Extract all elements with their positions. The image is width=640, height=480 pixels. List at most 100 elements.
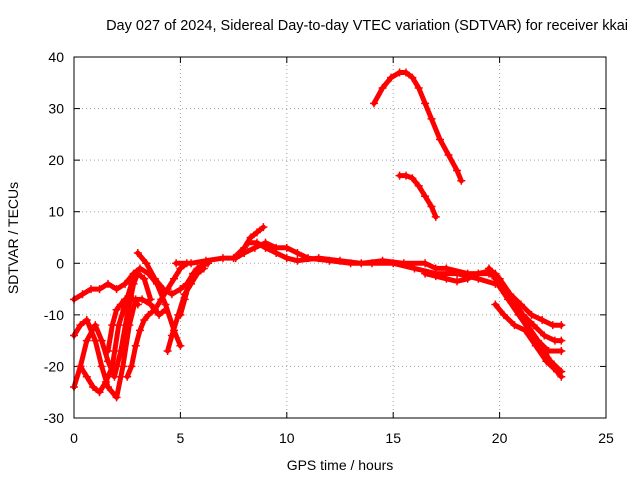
- y-tick-label: -20: [44, 358, 64, 374]
- data-point: [127, 362, 136, 371]
- data-point: [170, 274, 179, 283]
- x-tick-label: 5: [177, 430, 185, 446]
- series-arc-b: [70, 295, 170, 402]
- data-point: [378, 256, 387, 265]
- data-point: [110, 372, 119, 381]
- data-point: [427, 114, 436, 123]
- y-tick-label: 10: [48, 204, 64, 220]
- data-point: [135, 326, 144, 335]
- data-point: [408, 73, 417, 82]
- data-point: [414, 83, 423, 92]
- data-point: [378, 83, 387, 92]
- series-trace: [371, 70, 464, 184]
- x-tick-label: 15: [385, 430, 401, 446]
- data-point: [131, 341, 140, 350]
- series-trace: [492, 302, 564, 380]
- data-point: [453, 277, 462, 286]
- data-point: [118, 362, 127, 371]
- data-point: [442, 264, 451, 273]
- y-tick-label: 0: [56, 255, 64, 271]
- data-point: [97, 362, 106, 371]
- data-point: [189, 269, 198, 278]
- data-point: [427, 202, 436, 211]
- data-point: [155, 310, 164, 319]
- data-point: [421, 269, 430, 278]
- data-point: [116, 300, 125, 309]
- data-point: [91, 321, 100, 330]
- data-point: [499, 310, 508, 319]
- data-point: [127, 279, 136, 288]
- data-point: [176, 341, 185, 350]
- data-point: [140, 316, 149, 325]
- data-point: [112, 285, 121, 294]
- data-point: [142, 259, 151, 268]
- data-point: [108, 362, 117, 371]
- data-point: [457, 176, 466, 185]
- data-point: [527, 310, 536, 319]
- x-tick-label: 10: [279, 430, 295, 446]
- data-point: [253, 228, 262, 237]
- data-point: [108, 321, 117, 330]
- data-point: [431, 212, 440, 221]
- x-tick-label: 20: [492, 430, 508, 446]
- data-point: [401, 68, 410, 77]
- y-tick-label: -10: [44, 307, 64, 323]
- data-point: [133, 248, 142, 257]
- data-point: [150, 274, 159, 283]
- data-point: [487, 269, 496, 278]
- data-point: [444, 150, 453, 159]
- data-point: [293, 248, 302, 257]
- data-point: [436, 135, 445, 144]
- data-point: [557, 336, 566, 345]
- data-point: [253, 238, 262, 247]
- data-point: [112, 393, 121, 402]
- data-point: [261, 243, 270, 252]
- data-point: [453, 166, 462, 175]
- data-point: [525, 326, 534, 335]
- data-point: [229, 254, 238, 263]
- data-point: [548, 321, 557, 330]
- data-point: [91, 336, 100, 345]
- y-tick-label: -30: [44, 410, 64, 426]
- data-point: [387, 73, 396, 82]
- x-tick-label: 25: [598, 430, 614, 446]
- data-point: [125, 321, 134, 330]
- axis-ticks: 0 5 10 15 20 25 -30 -20 -10 0 10 20 30 40: [44, 49, 614, 446]
- data-point: [129, 295, 138, 304]
- data-point: [293, 256, 302, 265]
- data-point: [370, 99, 379, 108]
- grid-lines: [74, 57, 606, 418]
- data-point: [150, 305, 159, 314]
- data-point: [78, 290, 87, 299]
- data-point: [138, 295, 147, 304]
- data-point: [484, 264, 493, 273]
- series-trace: [71, 296, 168, 400]
- data-point: [133, 269, 142, 278]
- data-point: [357, 259, 366, 268]
- data-point: [76, 321, 85, 330]
- y-tick-label: 40: [48, 49, 64, 65]
- y-tick-label: 20: [48, 152, 64, 168]
- data-point: [201, 256, 210, 265]
- x-axis-label: GPS time / hours: [286, 457, 394, 473]
- data-point: [557, 346, 566, 355]
- series-arc-i: [176, 259, 213, 319]
- series-arc-d: [76, 269, 155, 397]
- data-point: [442, 274, 451, 283]
- data-point: [76, 362, 85, 371]
- data-point: [163, 346, 172, 355]
- data-point: [184, 279, 193, 288]
- data-point: [282, 243, 291, 252]
- y-axis-label: SDTVAR / TECUs: [5, 181, 21, 295]
- x-tick-label: 0: [70, 430, 78, 446]
- data-point: [546, 357, 555, 366]
- data-point: [431, 272, 440, 281]
- data-point: [401, 171, 410, 180]
- data-point: [314, 254, 323, 263]
- data-point: [491, 274, 500, 283]
- data-point: [95, 285, 104, 294]
- data-point: [557, 321, 566, 330]
- series-arc-f: [123, 259, 191, 381]
- data-point: [514, 310, 523, 319]
